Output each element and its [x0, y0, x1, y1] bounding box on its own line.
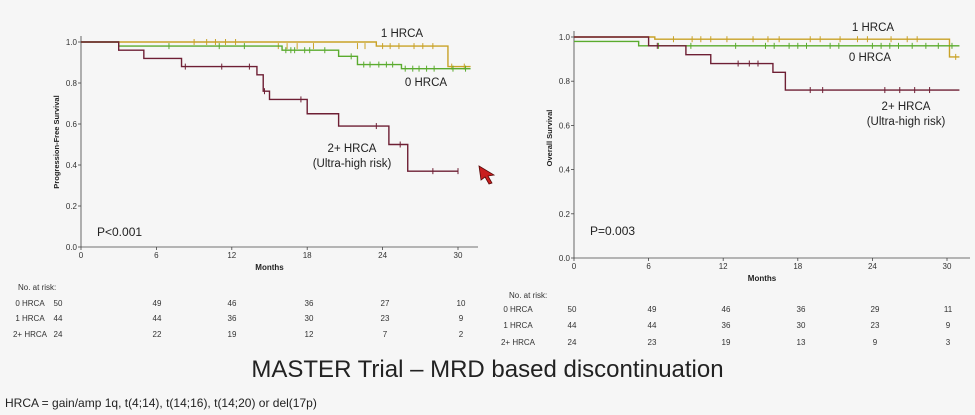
km-curve-2-hrca — [81, 41, 458, 172]
km-curve-0-hrca — [574, 40, 960, 47]
km-curve-1-hrca — [81, 41, 471, 68]
risk-cell: 9 — [458, 314, 464, 323]
y-tick-label: 0.0 — [66, 243, 78, 252]
x-tick-label: 12 — [227, 251, 236, 260]
risk-table-heading: No. at risk: — [509, 291, 548, 300]
risk-cell: 3 — [945, 338, 951, 347]
footnote: HRCA = gain/amp 1q, t(4;14), t(14;16), t… — [5, 396, 317, 410]
risk-row-label: 1 HRCA — [15, 314, 45, 323]
risk-cell: 46 — [227, 299, 237, 308]
y-tick-label: 1.0 — [559, 33, 571, 42]
risk-cell: 24 — [567, 338, 577, 347]
risk-cell: 49 — [647, 305, 657, 314]
risk-cell: 49 — [152, 299, 162, 308]
x-tick-label: 0 — [572, 262, 577, 271]
y-tick-label: 0.4 — [66, 161, 78, 170]
series-label: 1 HRCA — [381, 28, 424, 40]
y-axis-title: Overall Survival — [545, 110, 554, 167]
risk-cell: 50 — [567, 305, 577, 314]
risk-cell: 46 — [721, 305, 731, 314]
y-tick-label: 0.6 — [559, 121, 571, 130]
y-tick-label: 0.4 — [559, 166, 571, 175]
x-tick-label: 24 — [868, 262, 877, 271]
series-label: (Ultra-high risk) — [867, 116, 946, 128]
y-tick-label: 1.0 — [66, 38, 78, 47]
risk-cell: 44 — [53, 314, 63, 323]
risk-cell: 11 — [943, 305, 953, 314]
x-tick-label: 0 — [79, 251, 84, 260]
y-tick-label: 0.8 — [66, 79, 78, 88]
y-tick-label: 0.6 — [66, 120, 78, 129]
x-tick-label: 6 — [154, 251, 159, 260]
series-label: 2+ HRCA — [328, 143, 377, 155]
y-axis-title: Progression-Free Survival — [52, 95, 61, 188]
y-tick-label: 0.2 — [66, 202, 78, 211]
series-label: 1 HRCA — [852, 22, 895, 34]
risk-cell: 23 — [380, 314, 390, 323]
series-label: (Ultra-high risk) — [313, 158, 392, 170]
p-value: P<0.001 — [97, 225, 142, 239]
risk-cell: 44 — [152, 314, 162, 323]
x-tick-label: 24 — [378, 251, 387, 260]
risk-cell: 30 — [796, 321, 806, 330]
x-tick-label: 18 — [303, 251, 312, 260]
risk-cell: 23 — [870, 321, 880, 330]
risk-cell: 7 — [382, 330, 388, 339]
km-curve-1-hrca — [574, 36, 960, 58]
risk-row-label: 2+ HRCA — [500, 338, 535, 347]
risk-cell: 9 — [945, 321, 951, 330]
risk-cell: 22 — [152, 330, 162, 339]
risk-cell: 30 — [304, 314, 314, 323]
risk-table-heading: No. at risk: — [18, 283, 57, 292]
risk-cell: 36 — [304, 299, 314, 308]
risk-cell: 19 — [227, 330, 237, 339]
x-axis-title: Months — [255, 263, 284, 272]
risk-cell: 13 — [796, 338, 806, 347]
risk-cell: 27 — [380, 299, 390, 308]
risk-cell: 50 — [53, 299, 63, 308]
slide-title: MASTER Trial – MRD based discontinuation — [251, 356, 724, 383]
y-tick-label: 0.0 — [559, 254, 571, 263]
risk-cell: 44 — [647, 321, 657, 330]
y-tick-label: 0.8 — [559, 77, 571, 86]
risk-cell: 10 — [456, 299, 466, 308]
x-tick-label: 6 — [646, 262, 651, 271]
y-tick-label: 0.2 — [559, 210, 571, 219]
risk-cell: 36 — [721, 321, 731, 330]
risk-cell: 19 — [721, 338, 731, 347]
series-label: 0 HRCA — [405, 77, 448, 89]
risk-row-label: 0 HRCA — [503, 305, 533, 314]
x-tick-label: 30 — [454, 251, 463, 260]
risk-cell: 23 — [647, 338, 657, 347]
x-tick-label: 12 — [719, 262, 728, 271]
risk-cell: 24 — [53, 330, 63, 339]
x-axis-title: Months — [748, 274, 777, 283]
risk-cell: 9 — [872, 338, 878, 347]
risk-cell: 2 — [458, 330, 464, 339]
x-tick-label: 30 — [943, 262, 952, 271]
risk-cell: 36 — [796, 305, 806, 314]
km-curve-2-hrca — [574, 36, 960, 91]
risk-row-label: 0 HRCA — [15, 299, 45, 308]
series-label: 2+ HRCA — [882, 101, 931, 113]
risk-cell: 12 — [304, 330, 314, 339]
risk-row-label: 2+ HRCA — [12, 330, 47, 339]
risk-cell: 44 — [567, 321, 577, 330]
x-tick-label: 18 — [793, 262, 802, 271]
risk-row-label: 1 HRCA — [503, 321, 533, 330]
risk-cell: 36 — [227, 314, 237, 323]
risk-cell: 29 — [870, 305, 880, 314]
series-label: 0 HRCA — [849, 52, 892, 64]
p-value: P=0.003 — [590, 224, 635, 238]
